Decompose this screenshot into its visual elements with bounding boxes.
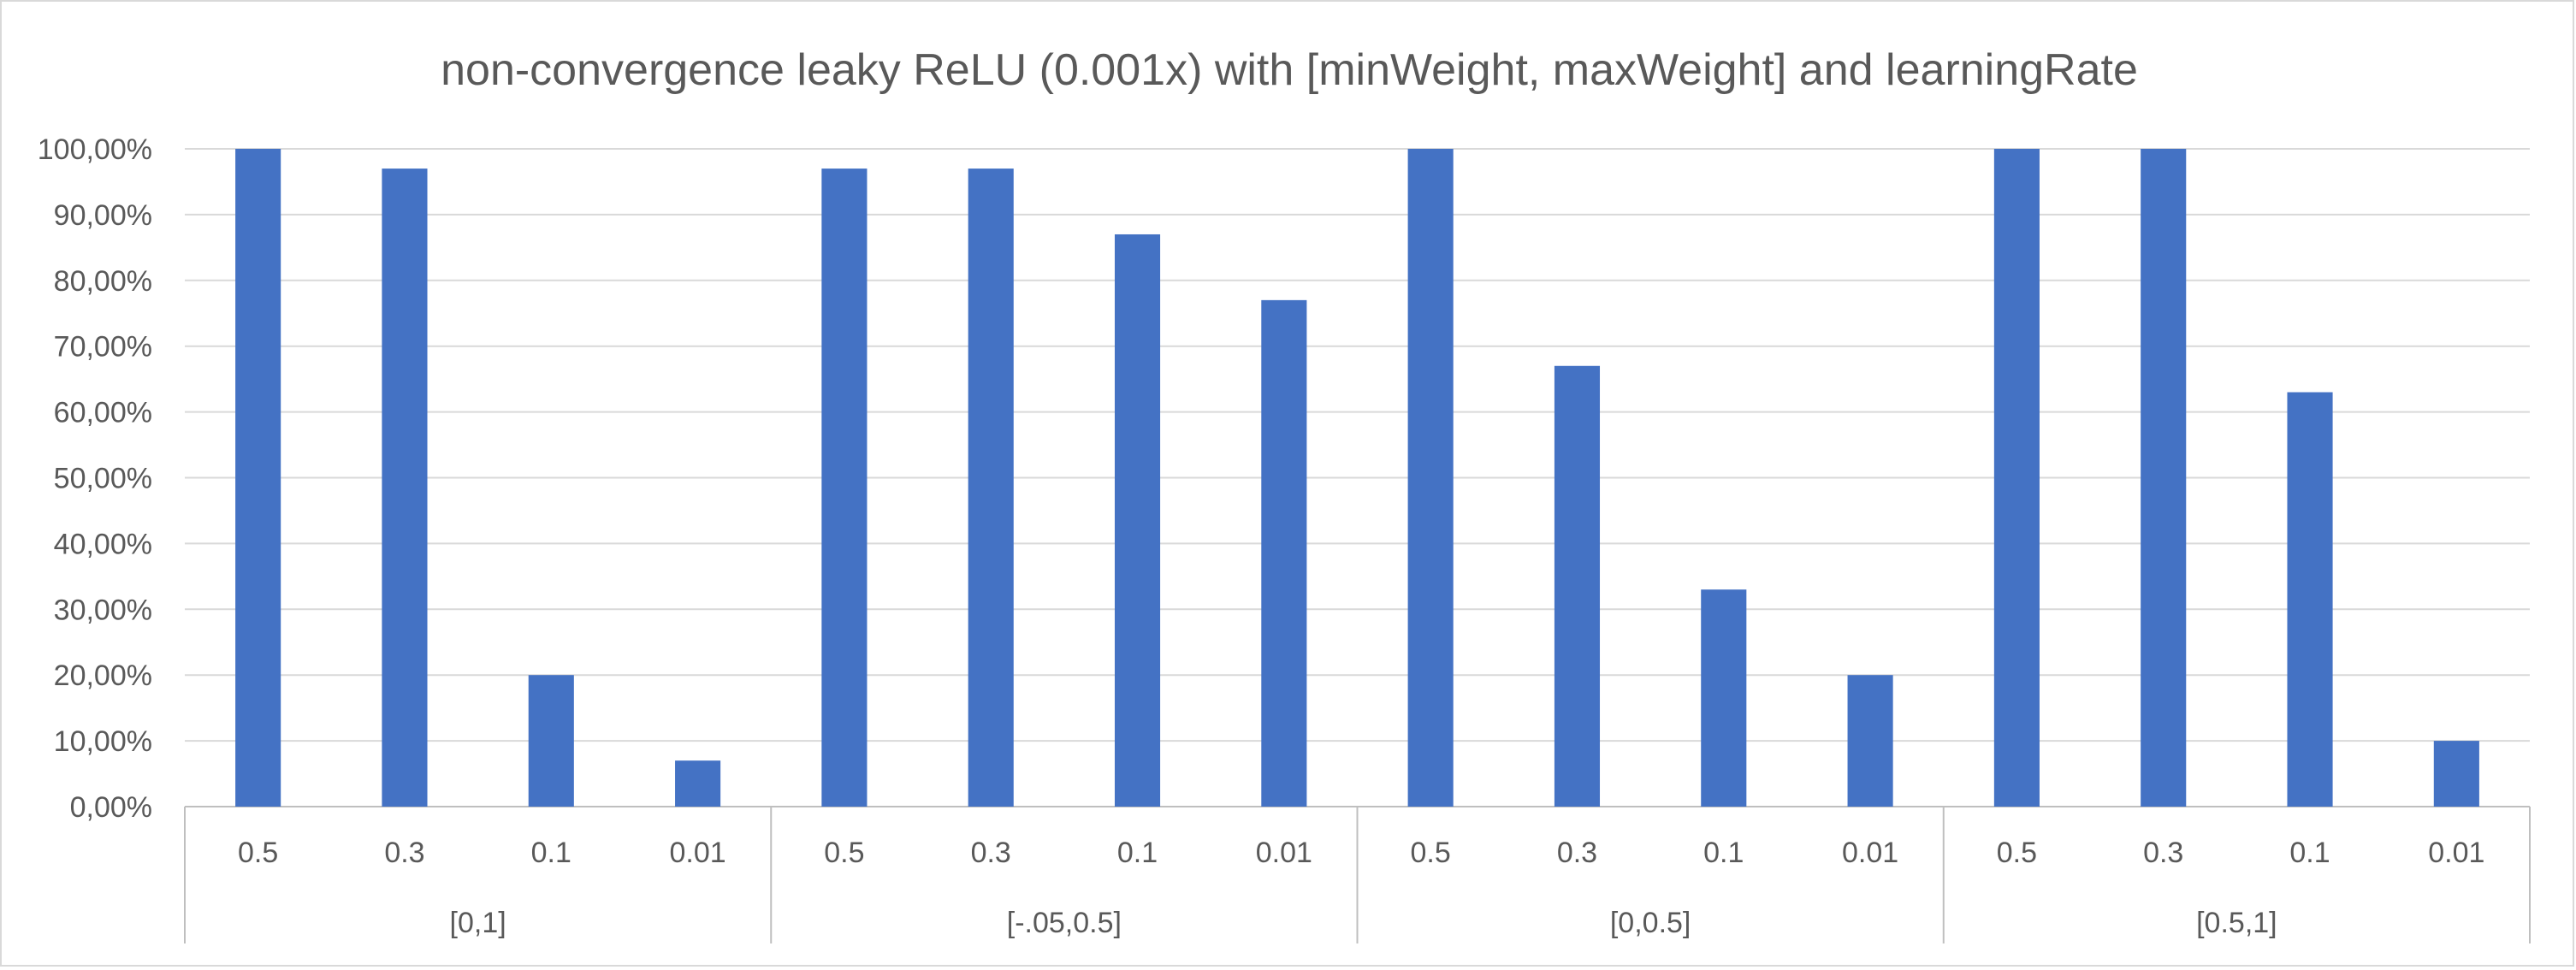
bar [382,169,428,807]
x-tick-label: 0.5 [1997,837,2037,869]
x-tick-label: 0.5 [824,837,864,869]
bar [2141,149,2187,807]
bar [1993,149,2040,807]
x-tick-label: 0.1 [2289,837,2330,869]
chart-title: non-convergence leaky ReLU (0.001x) with… [441,45,2138,95]
y-tick-label: 100,00% [38,133,152,166]
bar [968,169,1014,807]
x-tick-label: 0.3 [1557,837,1597,869]
x-tick-label: 0.3 [384,837,424,869]
bar [1847,675,1893,807]
bar [1407,149,1454,807]
bar [1114,234,1161,807]
group-label: [-.05,0.5] [1007,907,1122,939]
x-tick-label: 0.01 [670,837,726,869]
bar [675,760,721,807]
y-tick-label: 10,00% [54,725,152,758]
x-tick-label: 0.01 [2428,837,2484,869]
y-tick-label: 60,00% [54,397,152,429]
y-axis-ticks: 0,00% 10,00% 20,00% 30,00% 40,00% 50,00% 60,00… [38,133,152,824]
x-tick-label: 0.3 [2143,837,2183,869]
y-tick-label: 70,00% [54,331,152,364]
bar [528,675,574,807]
y-tick-label: 40,00% [54,528,152,560]
x-tick-label: 0.3 [971,837,1011,869]
y-tick-label: 20,00% [54,659,152,692]
x-tick-label: 0.01 [1256,837,1312,869]
x-axis: 0.5 0.3 0.1 0.01 [0,1] 0.5 0.3 0.1 0.01 [-.05,0.5… [184,807,2531,943]
x-tick-label: 0.1 [1117,837,1158,869]
y-tick-label: 90,00% [54,199,152,232]
bar [2433,741,2479,807]
x-tick-label: 0.1 [531,837,571,869]
bar [1554,365,1601,807]
y-tick-label: 80,00% [54,265,152,298]
group-label: [0,1] [450,907,506,939]
bar [1701,589,1747,807]
x-tick-label: 0.01 [1842,837,1898,869]
bar [1261,299,1307,807]
bars [235,149,2479,807]
x-tick-label: 0.5 [1411,837,1451,869]
bar [235,149,281,807]
x-tick-label: 0.1 [1703,837,1744,869]
group-label: [0.5,1] [2196,907,2277,939]
bar [821,169,868,807]
group-label: [0,0.5] [1610,907,1691,939]
y-tick-label: 0,00% [70,791,152,824]
x-tick-label: 0.5 [238,837,278,869]
gridlines [185,148,2530,807]
y-tick-label: 50,00% [54,463,152,495]
bar [2287,392,2333,807]
y-tick-label: 30,00% [54,594,152,626]
